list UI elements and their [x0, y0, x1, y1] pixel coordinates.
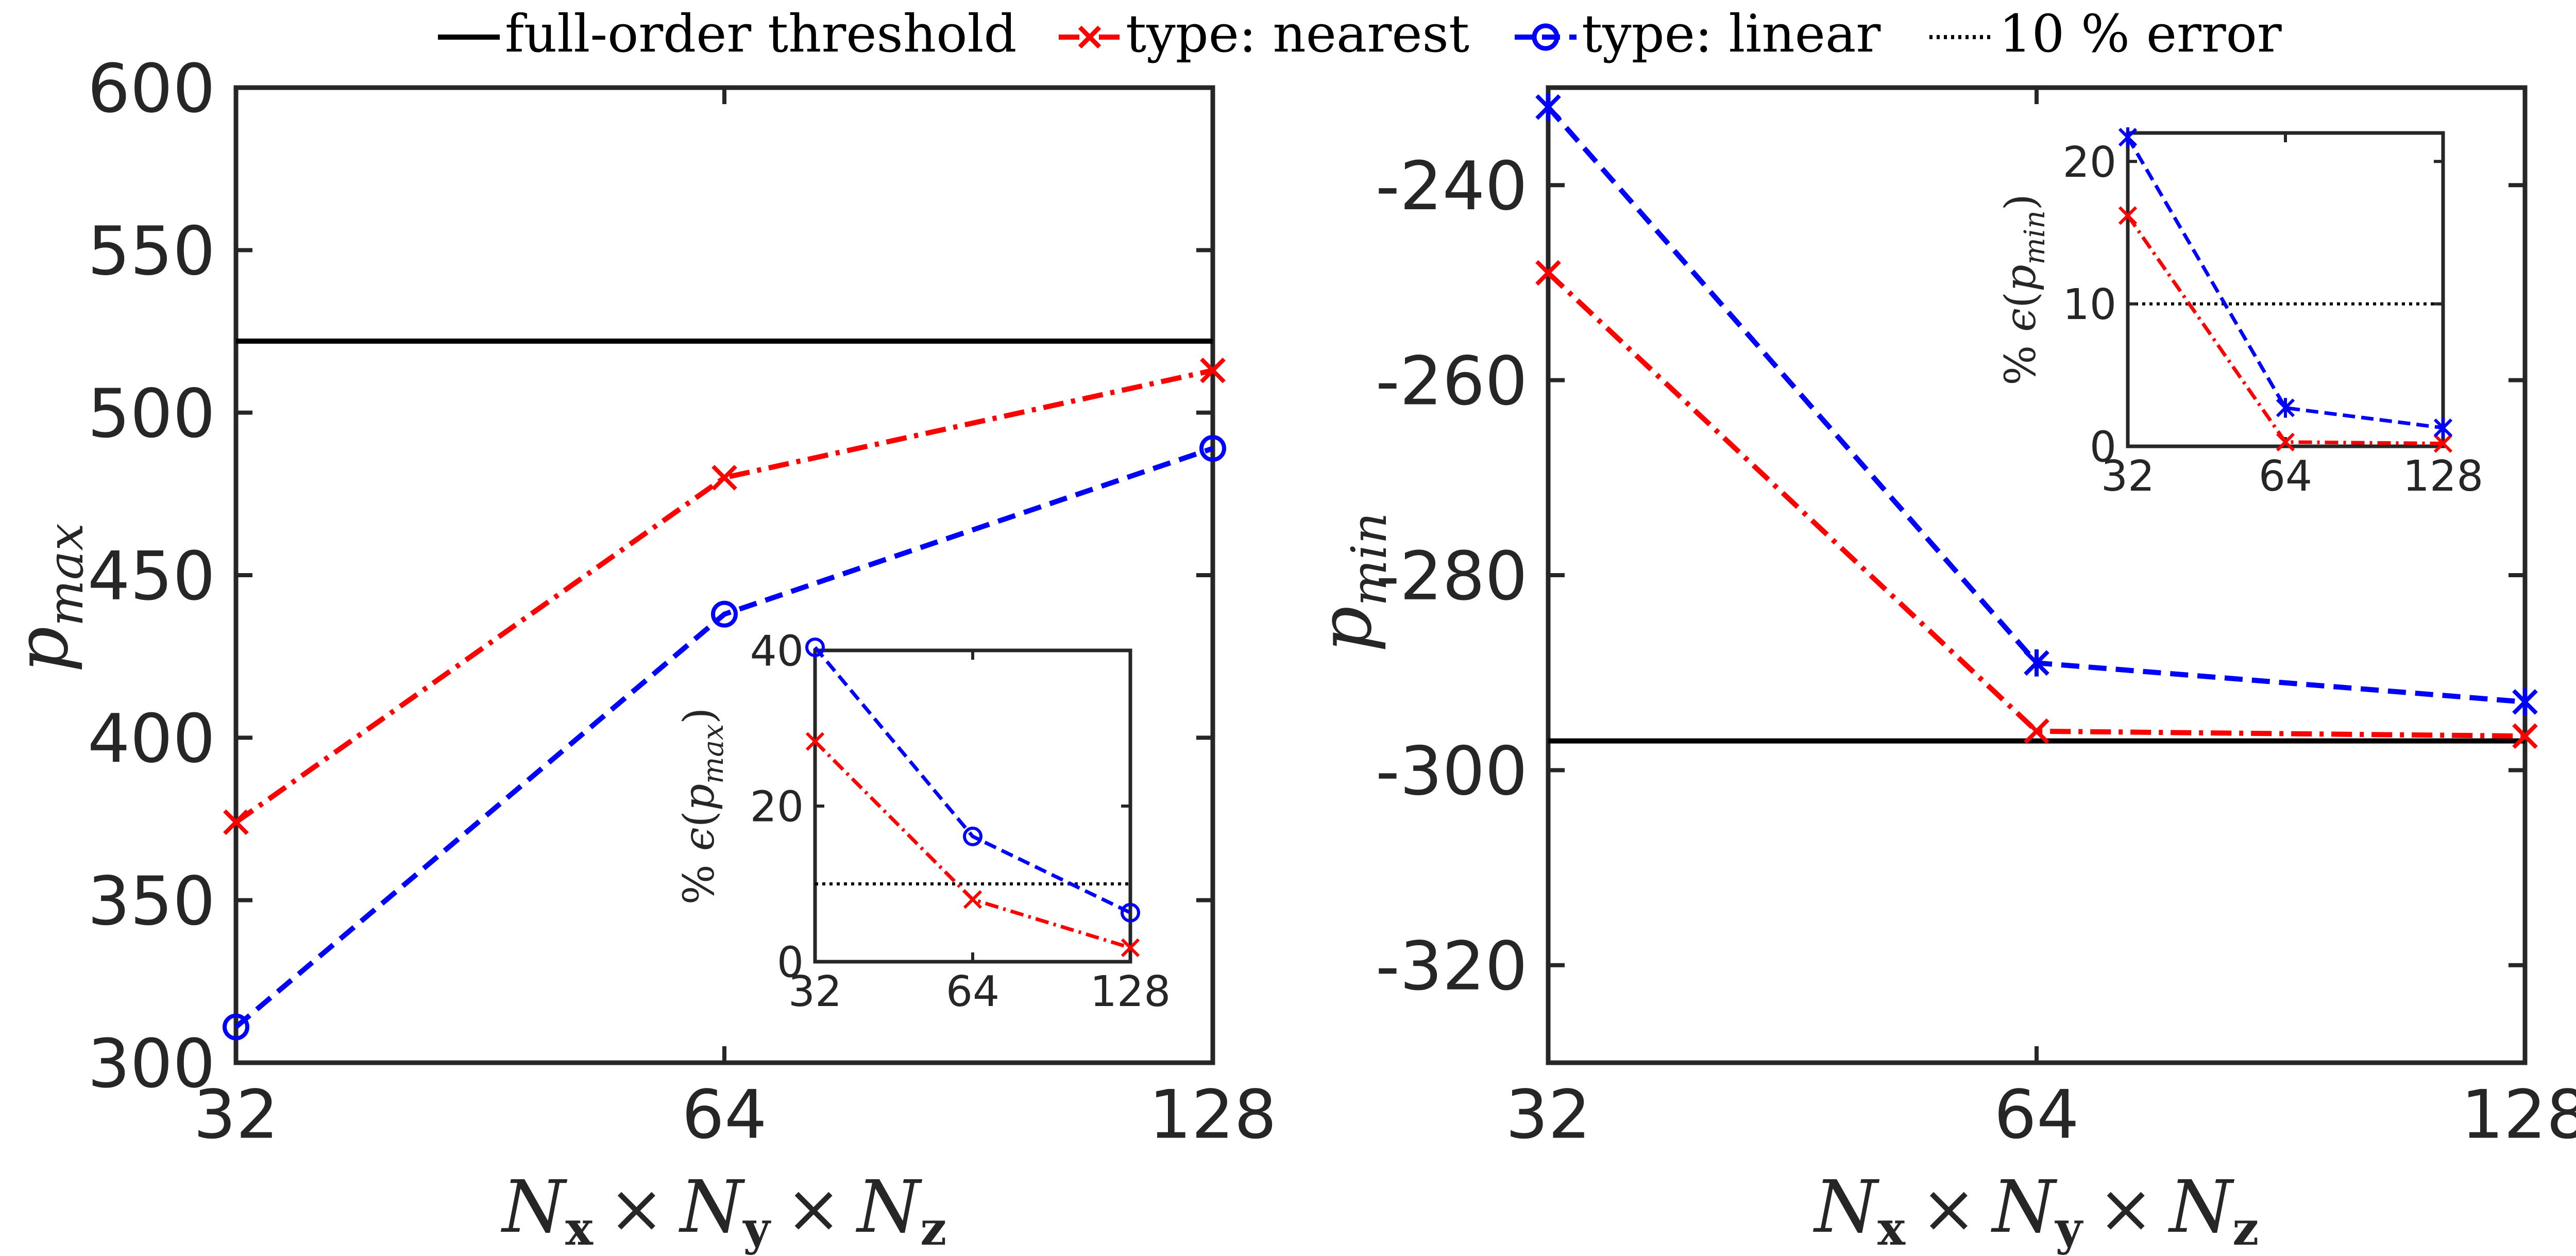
right-point-nearest	[2512, 723, 2538, 749]
left-xtick-label: 128	[1149, 1076, 1277, 1154]
right-x-ticks: 32 64 128	[1505, 88, 2576, 1154]
left-x-ticks: 32 64 128	[193, 88, 1277, 1154]
left-inset-y-axis-label: % ϵ(pmax)	[675, 708, 730, 905]
right-ytick-label: -280	[1376, 537, 1528, 615]
legend-label-threshold: full-order threshold	[505, 4, 1016, 64]
left-point-nearest	[711, 464, 737, 491]
legend-marker-linear	[1532, 23, 1560, 51]
left-inset-series-line-linear	[814, 646, 1131, 915]
left-y-axis-label: pmax	[1, 523, 94, 673]
legend-entry-error: 10 % error	[1929, 4, 2282, 64]
left-point-linear	[1199, 435, 1226, 462]
legend-label-linear: type: linear	[1582, 4, 1881, 64]
right-xtick-label: 32	[1505, 1076, 1590, 1154]
right-point-linear	[1535, 93, 1561, 121]
left-inset-point-linear	[805, 637, 825, 657]
legend-label-error: 10 % error	[1999, 4, 2282, 64]
left-inset-ytick-label: 0	[777, 939, 804, 987]
right-plot: -320 -300 -280 -260 -240 32 64 128 pmin Nx × Ny ×…	[1304, 85, 2576, 1256]
legend: full-order threshold type: nearest type:…	[438, 4, 2282, 64]
right-point-linear	[2024, 649, 2049, 677]
legend-marker-nearest	[1078, 25, 1101, 49]
left-inset-point-linear	[1121, 902, 1140, 923]
left-inset-x-ticks: 32 64 128	[788, 650, 1171, 1016]
left-point-nearest	[1200, 357, 1226, 383]
right-xtick-label: 64	[1994, 1076, 2079, 1154]
left-inset-xtick-label: 64	[946, 967, 999, 1016]
right-ytick-label: -300	[1376, 732, 1528, 810]
legend-entry-threshold: full-order threshold	[438, 4, 1016, 64]
left-inset-xtick-label: 128	[1090, 967, 1171, 1016]
left-ytick-label: 500	[88, 374, 215, 453]
left-series	[223, 357, 1226, 1041]
left-inset: 0 20 40 32 64 128 % ϵ(pmax)	[675, 627, 1171, 1017]
right-series-line-nearest	[1546, 271, 2526, 739]
right-inset-xtick-label: 64	[2259, 452, 2312, 501]
left-x-axis-label: Nx × Ny × Nz	[501, 1165, 946, 1256]
right-inset-point-nearest	[2276, 432, 2295, 451]
left-inset-series	[805, 637, 1140, 957]
right-y-ticks: -320 -300 -280 -260 -240	[1376, 147, 2525, 1006]
left-point-nearest	[223, 809, 249, 835]
right-inset-ytick-label: 10	[2063, 280, 2116, 329]
right-inset-x-ticks: 32 64 128	[2101, 133, 2483, 501]
right-inset-point-nearest	[2118, 206, 2138, 225]
legend-entry-linear: type: linear	[1515, 4, 1881, 64]
left-inset-xtick-label: 32	[788, 967, 842, 1016]
right-inset-y-axis-label: % ϵ(pmin)	[1996, 194, 2051, 386]
right-xtick-label: 128	[2461, 1076, 2576, 1154]
legend-label-nearest: type: nearest	[1126, 4, 1469, 64]
left-point-linear	[223, 1013, 249, 1041]
right-inset-point-linear	[2118, 127, 2138, 147]
right-inset-point-linear	[2276, 398, 2295, 418]
right-x-axis-label: Nx × Ny × Nz	[1813, 1165, 2259, 1256]
left-inset-ytick-label: 20	[750, 783, 804, 832]
left-ytick-label: 600	[88, 49, 215, 128]
left-ytick-label: 400	[88, 699, 215, 778]
right-ytick-label: -240	[1376, 147, 1528, 225]
right-inset-point-nearest	[2433, 434, 2453, 453]
left-inset-y-ticks: 0 20 40	[750, 627, 1130, 987]
left-inset-point-linear	[963, 826, 982, 846]
left-inset-point-nearest	[1121, 938, 1140, 957]
left-inset-point-nearest	[963, 890, 982, 909]
left-xtick-label: 64	[682, 1076, 767, 1154]
right-inset: 0 10 20 32 64 128 % ϵ(pmin)	[1996, 127, 2483, 501]
right-inset-series	[2118, 127, 2453, 453]
right-inset-ytick-label: 20	[2063, 138, 2116, 187]
right-inset-point-linear	[2433, 417, 2453, 438]
left-series-line-linear	[234, 446, 1214, 1029]
left-inset-ytick-label: 40	[750, 627, 804, 676]
left-ytick-label: 300	[88, 1025, 215, 1103]
legend-entry-nearest: type: nearest	[1059, 4, 1469, 64]
right-point-linear	[2512, 688, 2538, 716]
left-point-linear	[711, 600, 738, 628]
right-ytick-label: -320	[1376, 927, 1528, 1006]
right-point-nearest	[2024, 718, 2049, 744]
left-ytick-label: 450	[88, 537, 215, 615]
right-inset-ytick-label: 0	[2090, 423, 2116, 472]
left-ytick-label: 550	[88, 212, 215, 290]
left-inset-point-nearest	[805, 732, 825, 751]
right-y-axis-label: pmin	[1304, 512, 1398, 652]
right-point-nearest	[1535, 260, 1561, 286]
left-series-line-nearest	[234, 367, 1214, 825]
left-xtick-label: 32	[193, 1076, 278, 1154]
right-series	[1535, 93, 2538, 749]
right-ytick-label: -260	[1376, 342, 1528, 420]
right-inset-y-ticks: 0 10 20	[2063, 138, 2443, 472]
right-inset-xtick-label: 128	[2403, 452, 2484, 501]
right-inset-series-line-linear	[2126, 136, 2444, 430]
left-ytick-label: 350	[88, 862, 215, 940]
left-inset-box	[813, 648, 1132, 964]
right-inset-xtick-label: 32	[2101, 452, 2155, 501]
